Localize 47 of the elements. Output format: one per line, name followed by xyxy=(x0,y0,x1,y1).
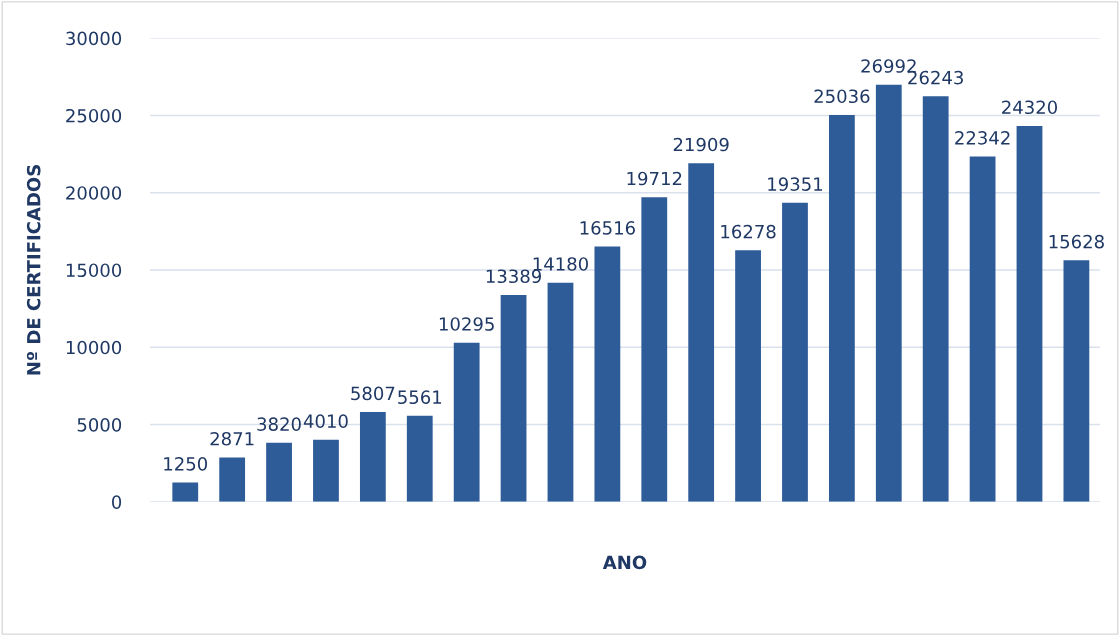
data-label: 19712 xyxy=(627,171,682,186)
y-tick-label: 15000 xyxy=(66,263,122,278)
data-label: 3820 xyxy=(257,417,301,431)
bar xyxy=(172,482,199,502)
bar xyxy=(969,156,996,502)
bar xyxy=(688,163,715,502)
data-label: 5807 xyxy=(351,386,395,401)
bar xyxy=(406,415,433,502)
data-label: 16278 xyxy=(721,224,776,239)
y-axis-title: Nº DE CERTIFICADOS xyxy=(26,165,41,375)
data-label: 21909 xyxy=(673,137,729,152)
bar xyxy=(547,282,574,502)
bar xyxy=(266,442,292,502)
y-tick-label: 10000 xyxy=(66,340,122,355)
data-label: 4010 xyxy=(303,414,348,428)
data-label: 15628 xyxy=(1049,234,1104,249)
data-label: 10295 xyxy=(439,317,494,331)
bar xyxy=(782,202,808,502)
data-label: 19351 xyxy=(768,177,823,191)
y-tick-label: 25000 xyxy=(66,108,122,123)
y-tick-label: 30000 xyxy=(66,31,122,46)
bar xyxy=(359,412,386,502)
bar xyxy=(313,439,339,502)
data-label: 5561 xyxy=(398,390,442,405)
bar xyxy=(735,250,761,502)
bar xyxy=(1016,125,1043,502)
bar xyxy=(453,342,480,502)
data-label: 25036 xyxy=(814,89,870,104)
y-tick-label: 5000 xyxy=(77,417,122,432)
data-label: 14180 xyxy=(533,257,588,271)
data-label: 1250 xyxy=(164,457,208,471)
data-label: 16516 xyxy=(580,221,635,235)
y-tick-label: 20000 xyxy=(66,186,122,200)
data-label: 24320 xyxy=(1002,100,1058,115)
bar xyxy=(875,84,902,502)
bar xyxy=(641,197,668,502)
data-label: 13389 xyxy=(486,269,542,284)
data-label: 2871 xyxy=(210,431,254,446)
bar xyxy=(500,294,527,502)
bar xyxy=(828,114,855,502)
x-axis-title: ANO xyxy=(602,555,647,570)
bar xyxy=(219,457,246,502)
bar xyxy=(922,96,949,502)
data-label: 22342 xyxy=(955,131,1010,145)
bar xyxy=(1063,260,1090,502)
y-tick-label: 0 xyxy=(112,495,122,509)
bar xyxy=(594,246,621,502)
